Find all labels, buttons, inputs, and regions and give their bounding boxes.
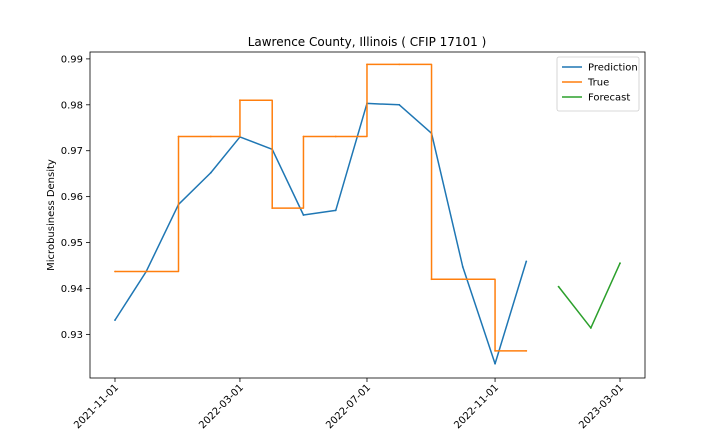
data-point-prediction — [461, 265, 464, 268]
data-point-true — [239, 99, 241, 102]
data-point-prediction — [209, 171, 212, 174]
data-point-true — [145, 270, 148, 273]
data-point-true — [398, 63, 401, 66]
data-point-forecast — [557, 285, 560, 288]
data-point-true — [271, 207, 274, 210]
data-point-true — [430, 278, 433, 281]
y-tick-label: 0.95 — [61, 238, 83, 249]
series-layer — [114, 63, 621, 365]
data-point-forecast — [619, 262, 621, 265]
y-axis: 0.93 0.94 0.95 0.96 0.97 0.98 0.99 — [61, 54, 90, 341]
data-point-prediction — [114, 319, 116, 322]
data-point-true — [209, 135, 212, 138]
data-point-true — [334, 135, 337, 138]
data-point-prediction — [398, 103, 401, 106]
y-axis-label: Microbusiness Density — [46, 159, 57, 271]
plot-area-frame — [89, 51, 646, 379]
y-tick-label: 0.93 — [61, 330, 83, 341]
y-tick-label: 0.94 — [61, 284, 83, 295]
data-point-prediction — [302, 214, 305, 216]
data-point-prediction — [334, 209, 337, 212]
chart-title: Lawrence County, Illinois ( CFIP 17101 ) — [248, 35, 487, 49]
data-point-true — [494, 350, 496, 352]
legend-label: True — [587, 78, 609, 89]
legend-label: Prediction — [588, 63, 638, 74]
data-point-forecast — [589, 327, 592, 329]
data-point-true — [525, 350, 528, 352]
y-tick-label: 0.97 — [61, 146, 83, 157]
data-point-true — [366, 63, 368, 66]
data-point-true — [302, 135, 305, 138]
legend: Prediction True Forecast — [556, 56, 640, 112]
y-tick-label: 0.99 — [61, 54, 83, 65]
y-tick-label: 0.98 — [61, 100, 83, 111]
data-point-true — [177, 135, 180, 138]
legend-label: Forecast — [588, 93, 630, 104]
data-point-true — [461, 278, 464, 281]
data-point-prediction — [525, 260, 528, 263]
series-line-prediction — [114, 102, 528, 365]
data-point-prediction — [494, 362, 496, 365]
data-point-true — [114, 270, 116, 273]
y-tick-label: 0.96 — [61, 192, 83, 203]
